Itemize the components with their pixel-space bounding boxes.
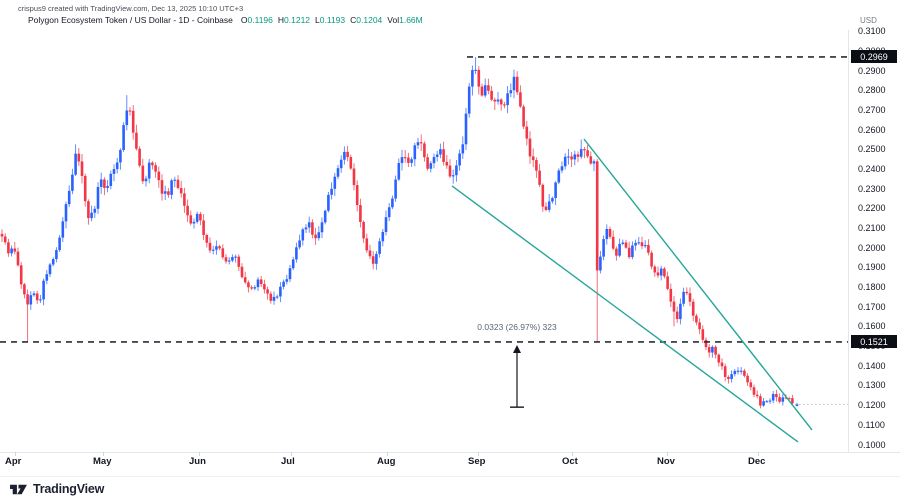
month-tick <box>478 452 479 456</box>
price-tick-label: 0.2000 <box>858 242 886 253</box>
month-label: Dec <box>748 456 766 467</box>
month-label: Nov <box>657 456 675 467</box>
ohlc-item: H0.1212 <box>277 15 311 25</box>
price-tick-label: 0.2400 <box>858 163 886 174</box>
measure-annotation-text[interactable]: 0.0323 (26.97%) 323 <box>477 322 557 332</box>
time-axis-separator <box>0 452 900 453</box>
price-tick-label: 0.1600 <box>858 321 886 332</box>
price-tick-label: 0.1900 <box>858 262 886 273</box>
price-tick-label: 0.2100 <box>858 223 886 233</box>
month-tick <box>103 452 104 456</box>
month-label: Sep <box>468 456 486 467</box>
tradingview-logo-icon <box>10 484 27 494</box>
month-tick <box>199 452 200 456</box>
ohlc-item: O0.1196 <box>240 15 273 25</box>
month-tick <box>387 452 388 456</box>
candlestick-chart[interactable] <box>0 0 900 476</box>
price-axis-separator <box>848 30 849 452</box>
currency-label: USD <box>860 16 877 25</box>
footer-bar: TradingView <box>0 476 900 500</box>
tradingview-logo[interactable]: TradingView <box>9 482 104 497</box>
tradingview-logo-text: TradingView <box>33 482 105 496</box>
price-tick-label: 0.1100 <box>858 419 885 430</box>
month-label: May <box>93 456 112 467</box>
month-label: Aug <box>377 456 396 467</box>
price-tick-label: 0.1000 <box>858 439 886 450</box>
price-tick-label: 0.1300 <box>858 380 886 391</box>
price-tick-label: 0.1200 <box>858 400 886 411</box>
price-tick-label: 0.2800 <box>858 85 886 96</box>
price-tick-label: 0.1400 <box>858 360 886 371</box>
month-tick <box>291 452 292 456</box>
symbol-title[interactable]: Polygon Ecosystem Token / US Dollar - 1D… <box>28 15 233 25</box>
wedge-upper[interactable] <box>583 138 813 431</box>
month-tick <box>572 452 573 456</box>
price-tick-label: 0.1700 <box>858 301 886 312</box>
month-label: Apr <box>5 456 22 467</box>
price-level-badge: 0.2969 <box>851 50 897 64</box>
month-tick <box>15 452 16 456</box>
price-tick-label: 0.2200 <box>858 203 886 214</box>
wedge-lower[interactable] <box>451 185 799 443</box>
attribution-text: crispus9 created with TradingView.com, D… <box>18 4 244 13</box>
price-tick-label: 0.1800 <box>858 282 886 293</box>
price-level-badge: 0.1521 <box>851 335 897 349</box>
ohlc-values: O0.1196 H0.1212 L0.1193 C0.1204 Vol1.66M <box>241 15 428 25</box>
symbol-info-bar[interactable]: Polygon Ecosystem Token / US Dollar - 1D… <box>28 15 428 25</box>
price-tick-label: 0.2300 <box>858 183 886 194</box>
month-label: Oct <box>562 456 578 467</box>
month-label: Jul <box>281 456 295 467</box>
price-tick-label: 0.2700 <box>858 104 886 115</box>
ohlc-item: C0.1204 <box>350 15 383 25</box>
price-tick-label: 0.2500 <box>858 144 886 155</box>
price-tick-label: 0.3100 <box>858 26 886 37</box>
volume-item: Vol1.66M <box>387 15 423 25</box>
ohlc-item: L0.1193 <box>315 15 346 25</box>
price-tick-label: 0.2900 <box>858 65 886 76</box>
price-tick-label: 0.2600 <box>858 124 886 135</box>
month-tick <box>758 452 759 456</box>
month-tick <box>667 452 668 456</box>
month-label: Jun <box>189 456 206 467</box>
